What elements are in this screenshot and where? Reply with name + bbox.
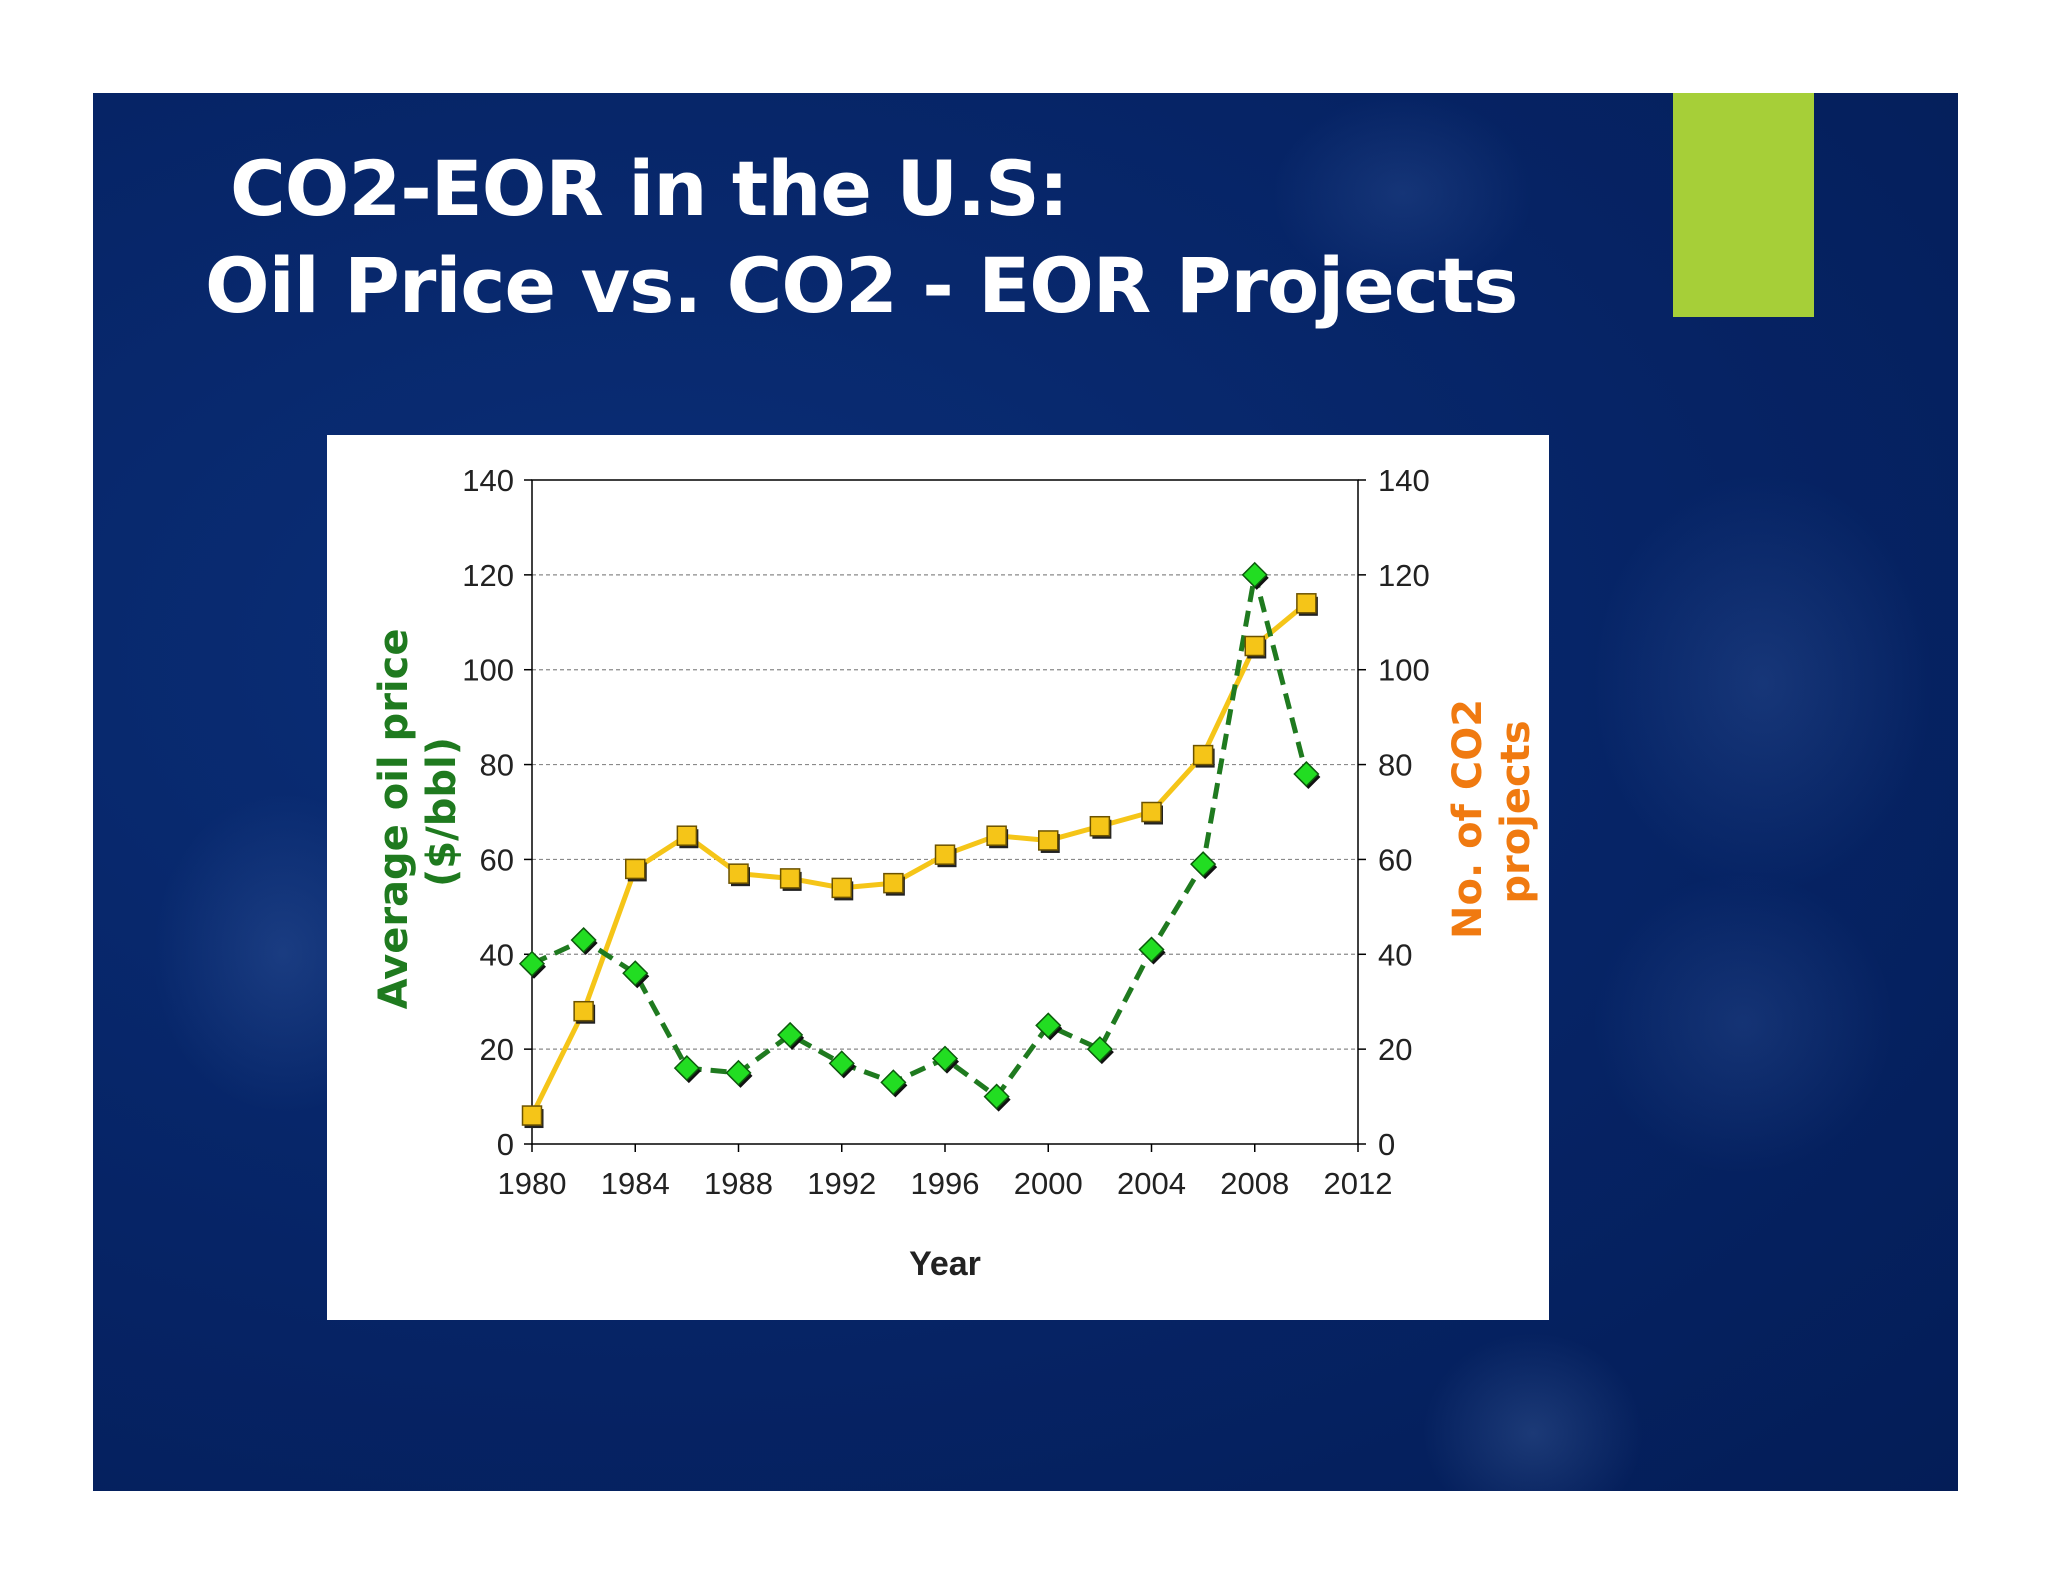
co2-projects-marker [676,825,698,846]
left-axis-title-line-1: Average oil price [371,629,417,1010]
slide-title: CO2-EOR in the U.S: Oil Price vs. CO2 - … [205,140,1518,334]
x-axis-title: Year [909,1245,981,1283]
y-left-tick-label: 40 [480,937,514,972]
oil-price-marker [518,950,546,977]
plot-area-frame [531,479,1359,1145]
x-tick-label: 2000 [1014,1166,1083,1201]
co2-projects-marker [1244,635,1265,657]
oil-price-marker [673,1055,700,1082]
x-tick-label: 1992 [807,1166,876,1201]
x-tick-label: 2012 [1324,1166,1393,1201]
left-axis-title-line-2: ($/bbl) [419,737,465,887]
co2-projects-marker [625,858,646,880]
chart-panel: 0 0 20 20 40 40 60 60 80 80 100 100 120 120 140 140 1980… [327,435,1549,1320]
y-right-tick-label: 80 [1378,748,1412,783]
oil-price-marker [1241,561,1268,588]
y-left-tick-label: 100 [462,653,514,688]
y-right-tick-label: 0 [1378,1127,1395,1162]
y-right-tick-label: 120 [1378,558,1430,593]
right-axis-title-line-2: projects [1493,720,1539,903]
oil-price-marker [570,926,597,954]
left-axis-title: Average oil price ($/bbl) [371,615,465,1010]
y-left-tick-label: 140 [462,463,514,498]
y-right-tick-label: 20 [1378,1032,1412,1067]
co2-projects-marker [831,877,852,899]
slide-title-line-2: Oil Price vs. CO2 - EOR Projects [205,241,1518,330]
y-left-tick-label: 120 [462,558,514,593]
co2-projects-marker [728,863,749,884]
oil-price-marker [1138,936,1165,963]
co2-projects-marker [1089,815,1111,837]
y-left-tick-label: 60 [480,842,514,877]
y-left-tick-label: 0 [497,1127,514,1162]
co2-projects-marker [779,868,801,889]
oil-price-marker [828,1050,855,1077]
oil-price-marker [725,1059,752,1086]
x-tick-label: 2004 [1117,1166,1186,1201]
oil-price-marker [622,960,649,987]
x-tick-label: 1988 [704,1166,773,1201]
oil-price-marker [777,1021,804,1048]
accent-block [1673,93,1814,317]
co2-projects-marker [934,844,956,865]
co2-projects-line [529,601,1308,1117]
x-tick-label: 1980 [498,1166,567,1201]
co2-projects-marker [1038,830,1059,851]
right-axis-title: No. of CO2 projects [1445,685,1539,939]
x-tick-label: 2008 [1220,1166,1289,1201]
y-left-tick-label: 80 [480,748,514,783]
x-tick-label: 1984 [601,1166,670,1201]
oil-price-line [530,572,1309,1100]
dual-axis-line-chart: 0 0 20 20 40 40 60 60 80 80 100 100 120 120 140 140 1980… [371,463,1539,1283]
y-right-tick-label: 40 [1378,937,1412,972]
co2-projects-marker [986,825,1007,846]
oil-price-marker [1190,851,1217,878]
right-axis-title-line-1: No. of CO2 [1445,699,1491,939]
x-tick-label: 1996 [911,1166,980,1201]
co2-projects-marker [1296,593,1317,614]
oil-price-marker [1086,1036,1113,1063]
oil-price-marker [880,1069,907,1096]
oil-price-marker [1293,760,1320,788]
oil-price-marker [931,1045,959,1072]
oil-price-marker [1035,1012,1062,1039]
co2-projects-marker [573,1000,594,1022]
co2-projects-marker [1141,801,1162,823]
co2-projects-marker [521,1105,543,1126]
co2-projects-marker [1192,744,1214,766]
y-right-tick-label: 140 [1378,463,1430,498]
y-right-tick-label: 100 [1378,653,1430,688]
oil-price-marker [983,1083,1010,1110]
y-right-tick-label: 60 [1378,842,1412,877]
slide-title-line-1: CO2-EOR in the U.S: [230,144,1069,233]
y-left-tick-label: 20 [480,1032,514,1067]
co2-projects-marker [883,872,904,894]
